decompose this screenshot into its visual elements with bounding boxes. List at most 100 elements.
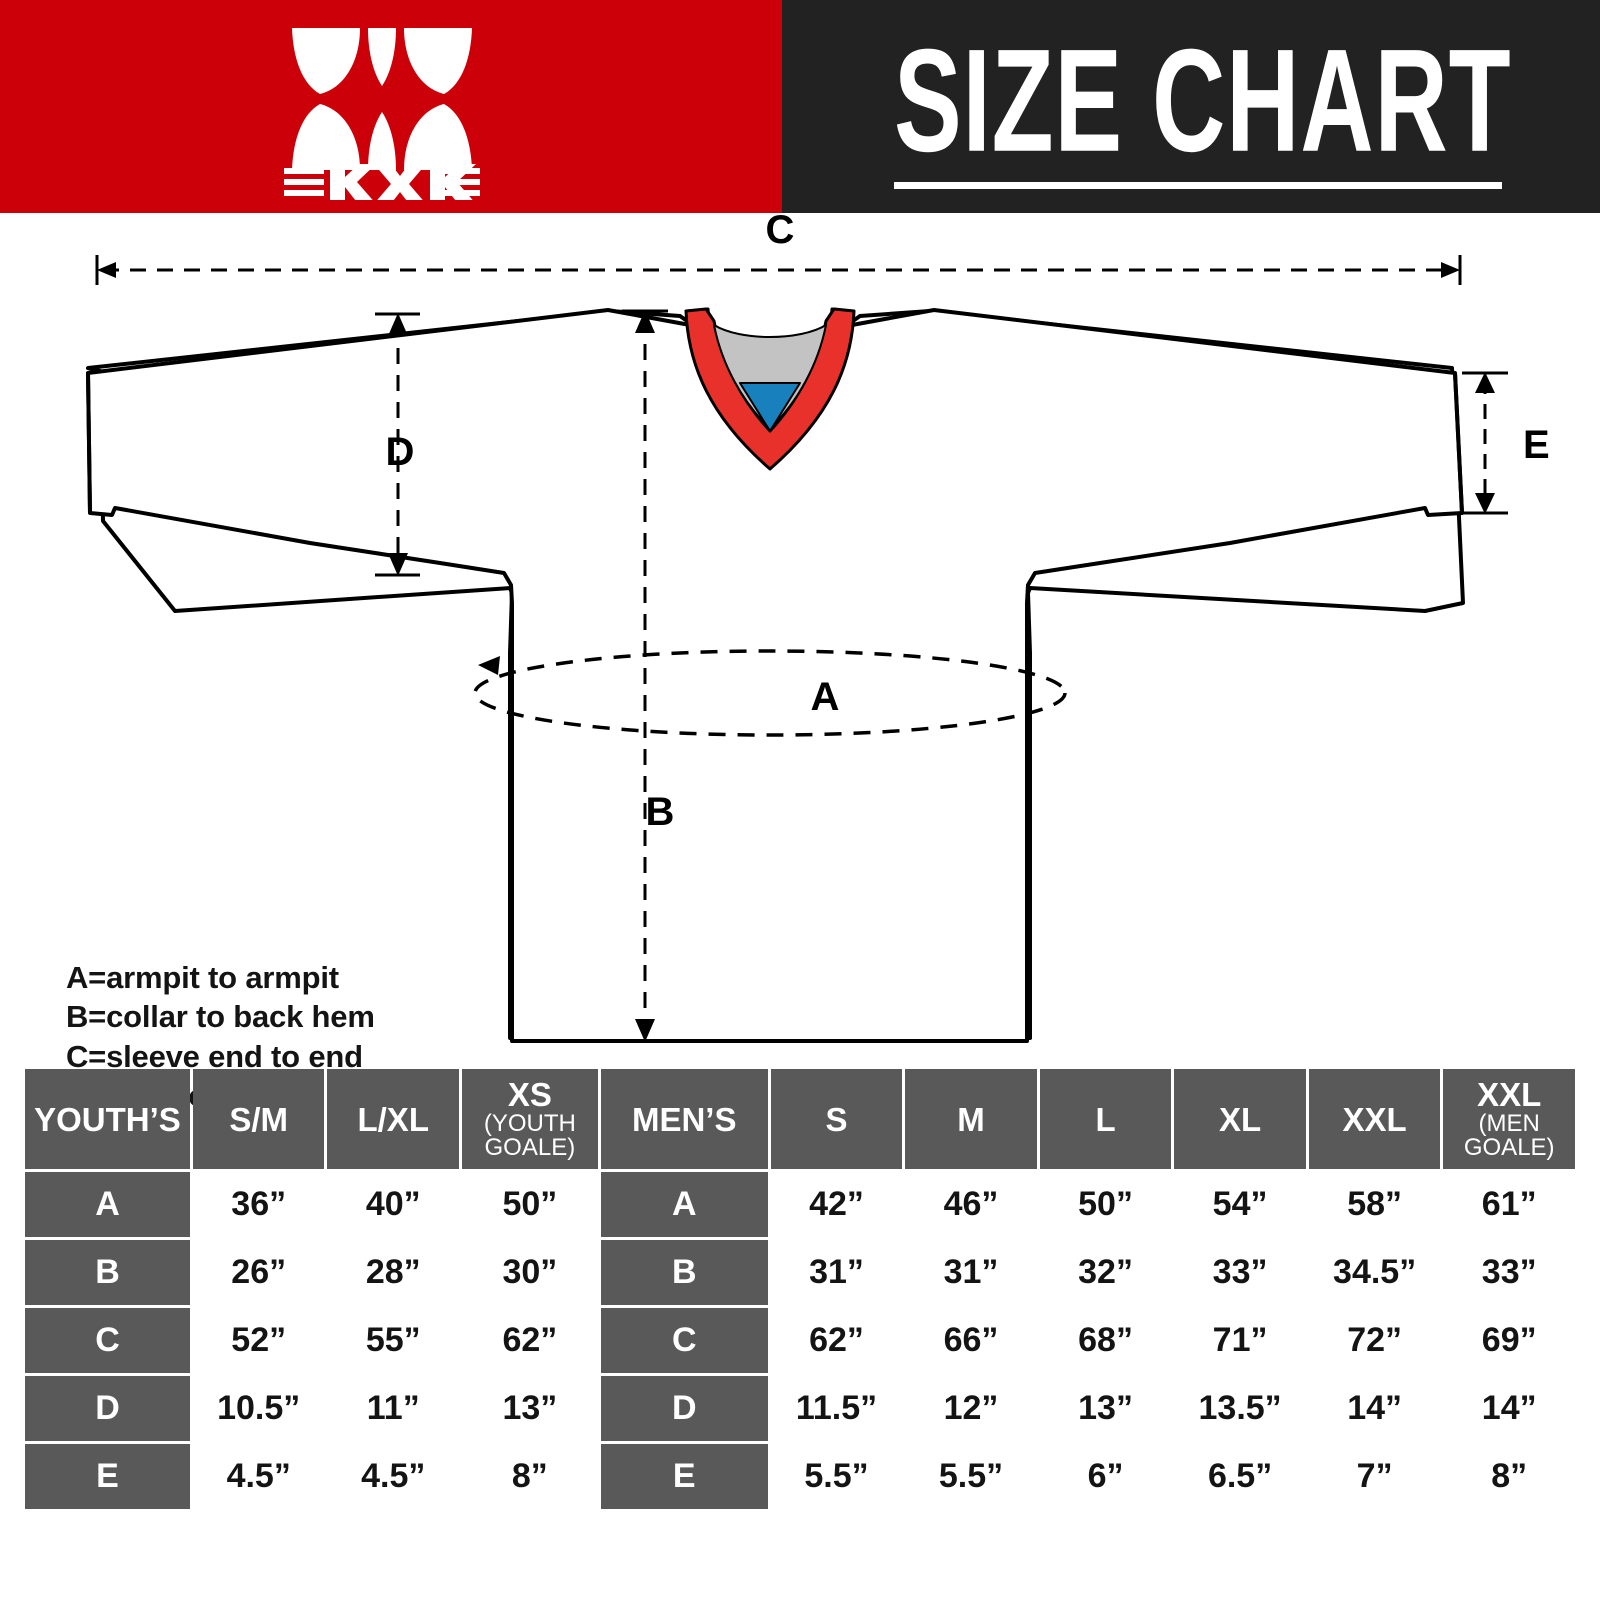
cell-mens-b-m: 31”	[905, 1240, 1037, 1305]
header-mens-m: M	[905, 1069, 1037, 1169]
table-row: E 4.5” 4.5” 8” E 5.5” 5.5” 6” 6.5” 7” 8”	[25, 1444, 1575, 1509]
cell-mens-c-goalie: 69”	[1443, 1308, 1575, 1373]
cell-youth-e-lxl: 4.5”	[327, 1444, 459, 1509]
jersey-technical-drawing: D B E A C	[86, 213, 1550, 1043]
cell-mens-d-goalie: 14”	[1443, 1376, 1575, 1441]
header-youth-lxl: L/XL	[327, 1069, 459, 1169]
header-mens-s: S	[770, 1069, 903, 1169]
header-mens-xxl: XXL	[1308, 1069, 1441, 1169]
cell-mens-e-m: 5.5”	[905, 1444, 1037, 1509]
header-youth-xs-main: XS	[507, 1075, 552, 1113]
cell-mens-e-xxl: 7”	[1308, 1444, 1441, 1509]
jersey-left-cuff-edge	[86, 372, 92, 514]
title-underline	[894, 182, 1502, 189]
jersey-right-cuff-edge	[1453, 372, 1464, 514]
header-youth-xs: XS (YOUTH GOALE)	[462, 1069, 598, 1169]
arrowhead-e-bottom	[1475, 493, 1495, 514]
cell-youth-e-xs: 8”	[462, 1444, 598, 1509]
cell-mens-d-xxl: 14”	[1308, 1376, 1441, 1441]
cell-mens-b-xl: 33”	[1174, 1240, 1306, 1305]
legend-line-c: C=sleeve end to end	[66, 1038, 363, 1074]
arrowhead-c-left	[97, 262, 116, 278]
cell-mens-b-goalie: 33”	[1443, 1240, 1575, 1305]
dimension-d	[375, 312, 420, 577]
cell-mens-c-xxl: 72”	[1308, 1308, 1441, 1373]
table-row: C 52” 55” 62” C 62” 66” 68” 71” 72” 69”	[25, 1308, 1575, 1373]
collar-blue-wedge	[739, 382, 801, 432]
cell-mens-a-l: 50”	[1039, 1172, 1172, 1237]
arrowhead-d-top	[388, 313, 408, 336]
label-b: B	[646, 790, 675, 834]
cell-mens-a-m: 46”	[905, 1172, 1037, 1237]
cell-mens-d-m: 12”	[905, 1376, 1037, 1441]
collar-inner-gray	[713, 324, 827, 430]
cell-youth-a-lxl: 40”	[327, 1172, 459, 1237]
row-label-youth-a: A	[25, 1172, 190, 1237]
cell-youth-c-lxl: 55”	[327, 1308, 459, 1373]
page-header: SIZE CHART	[0, 0, 1600, 213]
table-row: B 26” 28” 30” B 31” 31” 32” 33” 34.5” 33…	[25, 1240, 1575, 1305]
kxk-logo-icon	[284, 28, 480, 200]
dimension-a-ellipse	[473, 649, 1067, 737]
cell-mens-e-s: 5.5”	[770, 1444, 903, 1509]
arrowhead-a	[478, 656, 500, 675]
cell-youth-d-sm: 10.5”	[192, 1376, 325, 1441]
cell-mens-c-s: 62”	[770, 1308, 903, 1373]
dimension-e	[1462, 371, 1508, 515]
cell-mens-b-xxl: 34.5”	[1308, 1240, 1441, 1305]
table-header-row: YOUTH’S S/M L/XL XS (YOUTH GOALE) MEN’S …	[25, 1069, 1575, 1169]
row-label-mens-b: B	[600, 1240, 768, 1305]
cell-youth-c-xs: 62”	[462, 1308, 598, 1373]
label-e: E	[1523, 423, 1550, 467]
cell-youth-b-xs: 30”	[462, 1240, 598, 1305]
brand-panel	[0, 0, 782, 213]
jersey-diagram: D B E A C A=armpit to armpit B=collar to…	[0, 213, 1600, 1152]
label-a: A	[811, 675, 840, 719]
cell-mens-e-goalie: 8”	[1443, 1444, 1575, 1509]
arrowhead-d-bottom	[388, 553, 408, 576]
row-label-mens-e: E	[600, 1444, 768, 1509]
row-label-youth-d: D	[25, 1376, 190, 1441]
cell-youth-d-xs: 13”	[462, 1376, 598, 1441]
header-mens-goalie-sub: (MEN GOALE)	[1463, 1109, 1555, 1161]
cell-mens-d-l: 13”	[1039, 1376, 1172, 1441]
cell-mens-d-xl: 13.5”	[1174, 1376, 1306, 1441]
legend-line-b: B=collar to back hem	[66, 999, 375, 1035]
cell-youth-c-sm: 52”	[192, 1308, 325, 1373]
legend-line-a: A=armpit to armpit	[66, 960, 339, 995]
arrowhead-e-top	[1475, 372, 1495, 393]
arrowhead-b-bottom	[635, 1019, 655, 1042]
label-c: C	[766, 213, 795, 252]
cell-youth-b-lxl: 28”	[327, 1240, 459, 1305]
row-label-mens-d: D	[600, 1376, 768, 1441]
row-label-mens-a: A	[600, 1172, 768, 1237]
cell-youth-e-sm: 4.5”	[192, 1444, 325, 1509]
label-d: D	[386, 430, 415, 474]
cell-mens-c-xl: 71”	[1174, 1308, 1306, 1373]
title-panel: SIZE CHART	[782, 0, 1600, 213]
header-mens-xl: XL	[1174, 1069, 1306, 1169]
row-label-youth-c: C	[25, 1308, 190, 1373]
page-title: SIZE CHART	[894, 19, 1512, 183]
cell-mens-a-xxl: 58”	[1308, 1172, 1441, 1237]
header-mens-goalie-main: XXL	[1477, 1075, 1542, 1113]
arrowhead-b-top	[635, 310, 655, 333]
cell-youth-b-sm: 26”	[192, 1240, 325, 1305]
cell-youth-a-xs: 50”	[462, 1172, 598, 1237]
header-mens-l: L	[1039, 1069, 1172, 1169]
cell-mens-b-l: 32”	[1039, 1240, 1172, 1305]
cell-youth-d-lxl: 11”	[327, 1376, 459, 1441]
cell-mens-a-xl: 54”	[1174, 1172, 1306, 1237]
header-youth-xs-sub: (YOUTH GOALE)	[483, 1109, 576, 1161]
header-mens-xxl-goalie: XXL (MEN GOALE)	[1443, 1069, 1575, 1169]
arrowhead-c-right	[1441, 262, 1460, 278]
cell-mens-d-s: 11.5”	[770, 1376, 903, 1441]
table-row: D 10.5” 11” 13” D 11.5” 12” 13” 13.5” 14…	[25, 1376, 1575, 1441]
cell-mens-e-l: 6”	[1039, 1444, 1172, 1509]
table-row: A 36” 40” 50” A 42” 46” 50” 54” 58” 61”	[25, 1172, 1575, 1237]
cell-mens-e-xl: 6.5”	[1174, 1444, 1306, 1509]
size-chart-table: YOUTH’S S/M L/XL XS (YOUTH GOALE) MEN’S …	[22, 1066, 1578, 1512]
cell-mens-b-s: 31”	[770, 1240, 903, 1305]
cell-mens-c-l: 68”	[1039, 1308, 1172, 1373]
cell-mens-a-goalie: 61”	[1443, 1172, 1575, 1237]
